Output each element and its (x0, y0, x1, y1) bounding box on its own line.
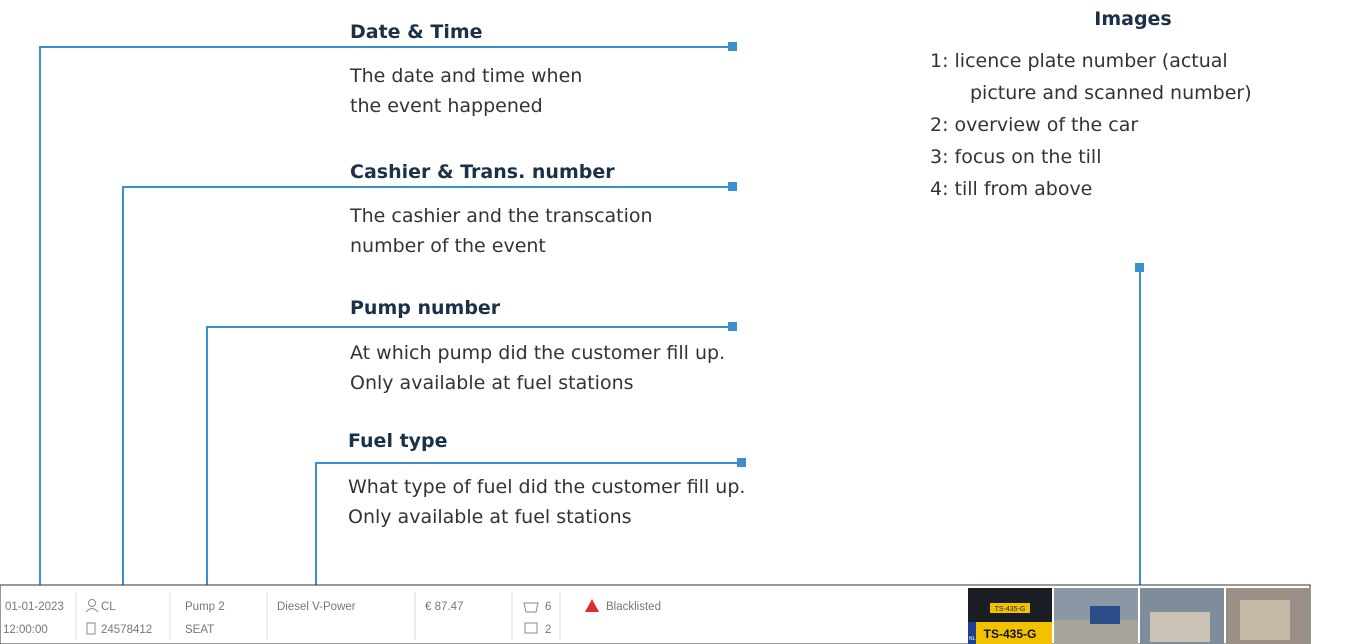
annotation-text: the event happened (350, 95, 543, 117)
annotation-title: Cashier & Trans. number (350, 161, 615, 183)
fuel: Diesel V-Power (277, 601, 356, 613)
annotation-text: Only available at fuel stations (350, 372, 634, 394)
car: SEAT (185, 624, 214, 636)
connector-end (728, 42, 737, 51)
annotation-title: Fuel type (348, 430, 448, 452)
connector-end (728, 322, 737, 331)
receipts: 2 (545, 624, 551, 636)
plate-top: TS-435-G (995, 606, 1026, 613)
amount: € 87.47 (425, 601, 463, 613)
images-title: Images (1094, 8, 1171, 30)
date: 01-01-2023 (5, 601, 64, 613)
images-item: 3: focus on the till (930, 146, 1101, 168)
images-item: 4: till from above (930, 178, 1092, 200)
annotation-text: The cashier and the transcation (349, 205, 653, 227)
annotation-text: The date and time when (349, 65, 582, 87)
connector-end (728, 182, 737, 191)
pump: Pump 2 (185, 601, 225, 613)
annotation-text: Only available at fuel stations (348, 506, 632, 528)
images-item: 1: licence plate number (actual (930, 50, 1228, 72)
status: Blacklisted (606, 601, 661, 613)
time: 12:00:00 (3, 624, 48, 636)
connector (207, 327, 735, 585)
images-item: 2: overview of the car (930, 114, 1138, 136)
country: NL (969, 636, 976, 642)
connector-end (1135, 263, 1144, 272)
plate: TS-435-G (984, 627, 1037, 641)
transaction: 24578412 (101, 624, 152, 636)
counter (1240, 600, 1290, 640)
images-item: picture and scanned number) (970, 82, 1252, 104)
annotation-text: At which pump did the customer fill up. (350, 342, 725, 364)
page: Date & Time The date and time when the e… (0, 0, 1347, 644)
annotation-text: What type of fuel did the customer fill … (348, 476, 745, 498)
cashier: CL (101, 601, 116, 613)
connector-end (737, 458, 746, 467)
annotation-title: Date & Time (350, 21, 483, 43)
annotation-title: Pump number (350, 297, 501, 319)
counter (1150, 612, 1210, 642)
car-shape (1090, 606, 1120, 624)
annotation-text: number of the event (350, 235, 546, 257)
articles: 6 (545, 601, 551, 613)
